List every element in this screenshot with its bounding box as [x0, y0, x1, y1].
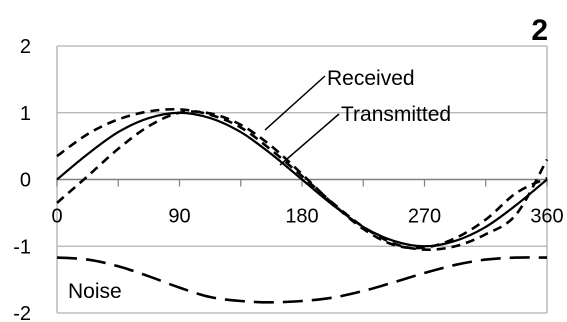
y-tick-labels: 2 1 0 -1 -2 — [13, 36, 31, 322]
x-tick-label: 270 — [408, 206, 441, 228]
y-tick-label: 1 — [20, 103, 31, 125]
annotation-label: Noise — [68, 280, 122, 303]
annotation-label: Transmitted — [341, 103, 451, 126]
y-tick-label: 2 — [20, 36, 31, 58]
series-lines — [56, 107, 549, 304]
leader-line — [264, 75, 326, 131]
series-line-received — [56, 107, 549, 251]
panel-label: 2 — [531, 14, 548, 47]
series-line-2 — [56, 110, 548, 250]
y-tick-label: 0 — [20, 170, 31, 192]
annotations: Received Transmitted Noise — [68, 67, 451, 303]
x-tick-label: 180 — [285, 206, 318, 228]
x-tick-labels: 0 90 180 270 360 — [51, 206, 563, 228]
y-tick-label: -1 — [13, 236, 31, 258]
x-tick-label: 360 — [530, 206, 563, 228]
y-tick-label: -2 — [13, 303, 31, 322]
series-line-transmitted — [56, 111, 548, 248]
x-tick-label: 90 — [168, 206, 190, 228]
annotation-label: Received — [327, 67, 415, 90]
leader-line — [279, 113, 340, 166]
series-line-noise — [56, 256, 548, 304]
x-tick-label: 0 — [51, 206, 62, 228]
